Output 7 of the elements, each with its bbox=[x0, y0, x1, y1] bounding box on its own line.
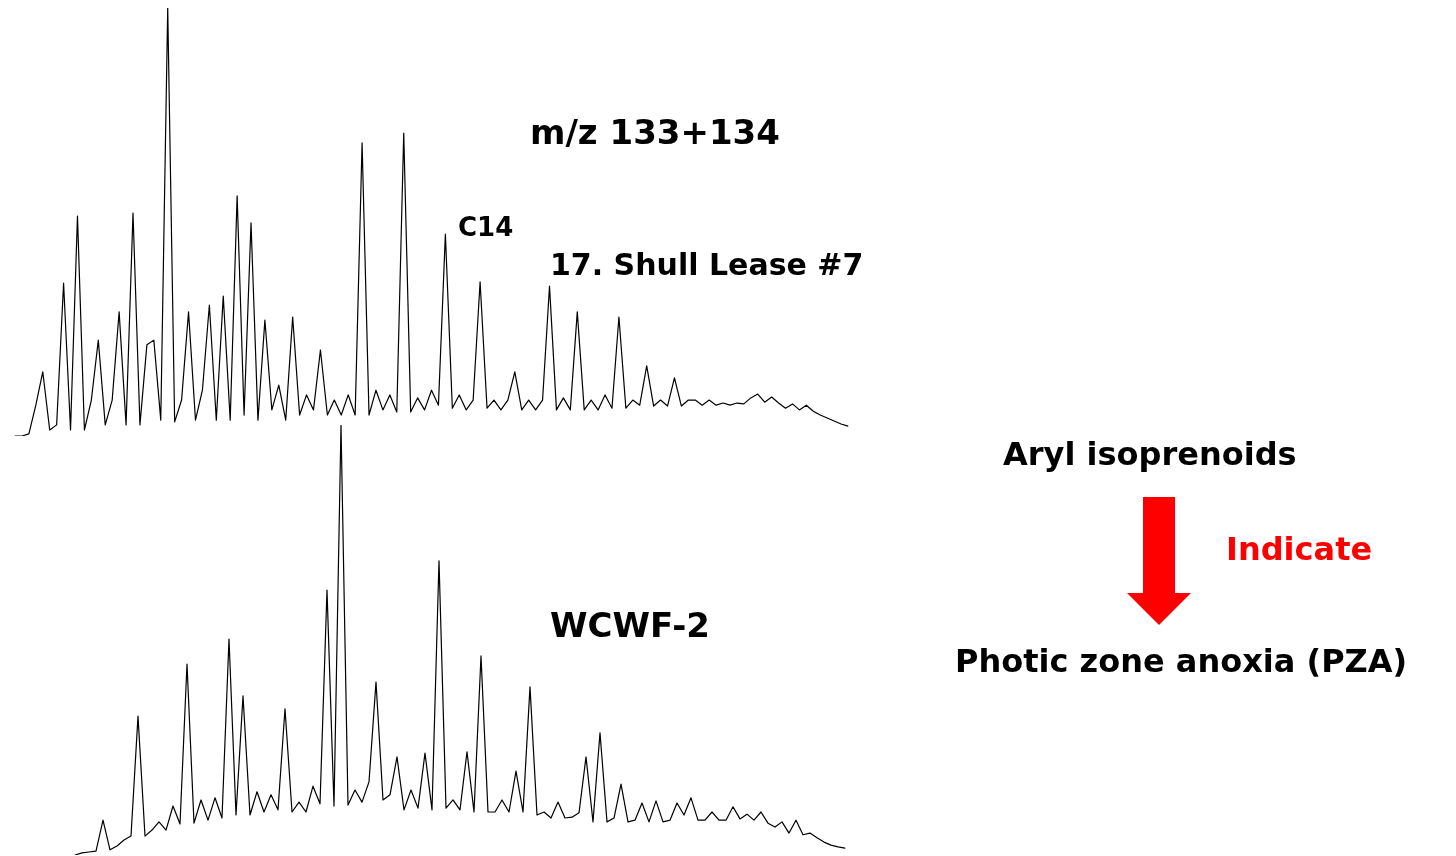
annotation: C14 bbox=[458, 212, 514, 242]
text: Aryl isoprenoids bbox=[1003, 435, 1297, 473]
text: 17. Shull Lease #7 bbox=[550, 247, 864, 282]
text: WCWF-2 bbox=[550, 605, 710, 645]
text: m/z 133+134 bbox=[530, 112, 780, 152]
text: Photic zone anoxia (PZA) bbox=[955, 642, 1408, 680]
text: Indicate bbox=[1226, 530, 1373, 568]
